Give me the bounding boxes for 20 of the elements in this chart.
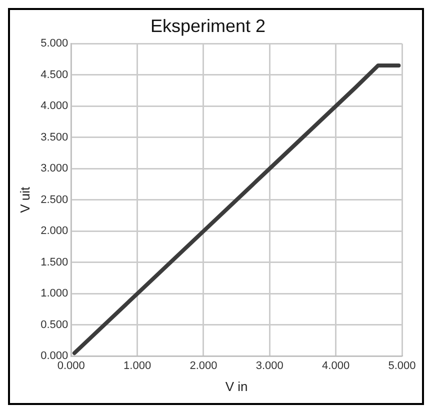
x-tick-label: 3.000 <box>256 360 284 372</box>
y-tick-label: 3.000 <box>40 162 68 175</box>
x-axis-title: V in <box>225 378 248 394</box>
x-tick-label: 4.000 <box>322 360 350 372</box>
y-tick-label: 1.000 <box>40 288 68 300</box>
x-tick-label: 5.000 <box>388 360 416 372</box>
x-tick-label: 0.000 <box>57 360 85 372</box>
x-tick-label: 1.000 <box>124 360 152 372</box>
y-tick-label: 0.500 <box>40 318 68 331</box>
y-tick-label: 2.500 <box>40 194 68 206</box>
y-tick-label: 3.500 <box>40 131 68 144</box>
y-tick-label: 4.000 <box>40 100 68 112</box>
chart-title: Eksperiment 2 <box>150 16 266 36</box>
y-tick-label: 5.000 <box>40 38 68 50</box>
y-tick-label: 0.000 <box>40 350 68 362</box>
y-tick-label: 1.500 <box>40 256 68 268</box>
x-tick-label: 2.000 <box>190 360 218 372</box>
y-tick-label: 2.000 <box>40 225 68 238</box>
y-axis-title: V uit <box>17 186 32 213</box>
y-tick-label: 4.500 <box>40 68 68 81</box>
